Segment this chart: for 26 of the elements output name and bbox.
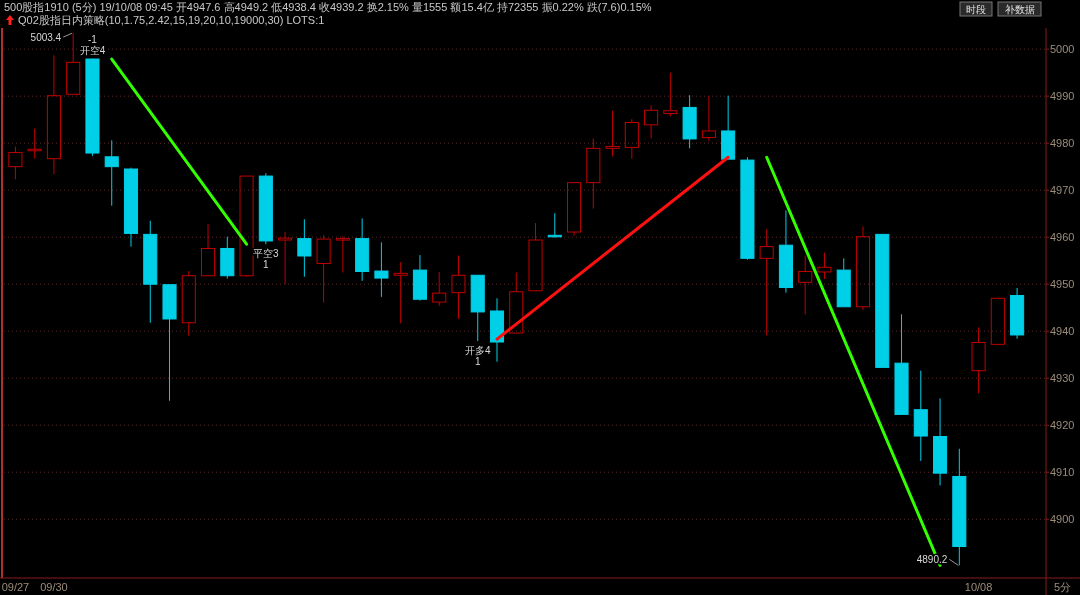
x-axis-title: 5分 (1054, 581, 1072, 593)
x-tick-label: 09/27 (1, 581, 30, 593)
x-tick-label: 09/30 (40, 581, 68, 593)
y-tick-label: 4970 (1050, 184, 1075, 197)
chart-title: 500股指1910 (5分) 19/10/08 09:45 开4947.6 高4949.2 低4938.4 收4939.2 换2.15% 量1555 额15.4亿 持72355 振0.22% 跌(7.6)0.15% (4, 1, 652, 13)
text: 时段 (966, 4, 986, 15)
y-tick-label: 4980 (1050, 137, 1075, 150)
annotation: 平空3 (253, 248, 280, 260)
annotation: 开多4 (464, 345, 491, 357)
x-tick-label: 10/08 (964, 581, 993, 593)
y-tick-label: 4910 (1050, 466, 1075, 479)
y-tick-label: 4940 (1050, 325, 1075, 338)
annotation: -1 (88, 33, 98, 45)
annotation: 1 (263, 259, 270, 271)
y-tick-label: 5000 (1050, 43, 1075, 56)
chart-subtitle: Q02股指日内策略(10,1.75,2.42,15,19,20,10,19000,30) LOTS:1 (18, 14, 325, 26)
annotation: 5003.4 (30, 32, 62, 44)
annotation: 开空4 (79, 44, 106, 56)
y-tick-label: 4930 (1050, 372, 1075, 385)
y-tick-label: 4960 (1050, 231, 1075, 244)
text: 补数据 (1004, 4, 1035, 15)
y-tick-label: 4990 (1050, 90, 1075, 103)
y-tick-label: 4950 (1050, 278, 1075, 291)
y-tick-label: 4920 (1050, 419, 1075, 432)
annotation: 1 (474, 356, 481, 368)
y-tick-label: 4900 (1050, 513, 1075, 526)
